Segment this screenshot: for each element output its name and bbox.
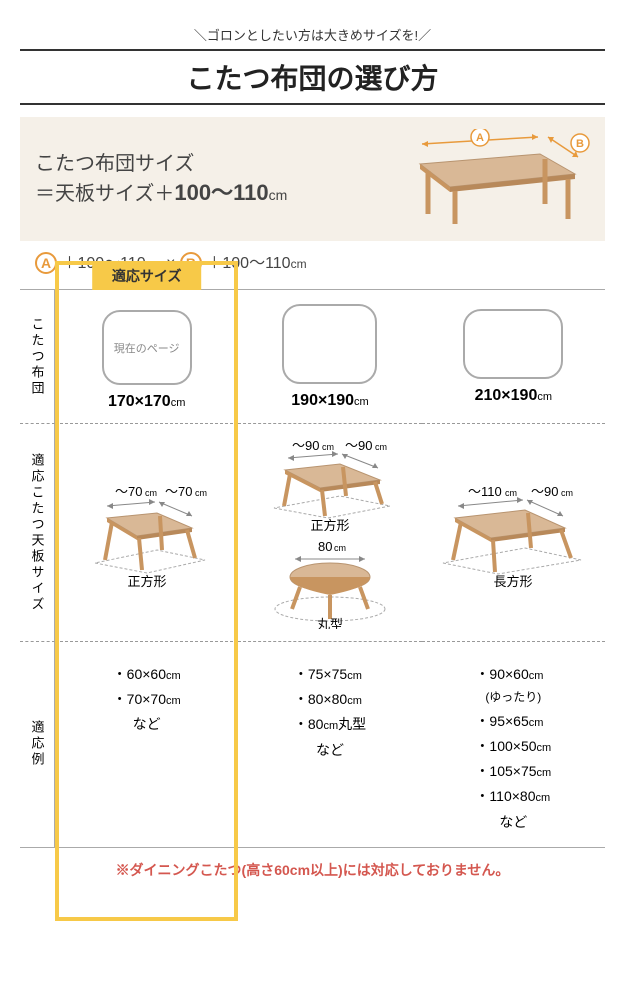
sub-plus2: ＋100～110 [206,255,290,272]
futon-cell-3: 210×190cm [422,290,605,424]
svg-text:A: A [476,132,484,144]
futon-shape-1: 現在のページ [102,310,192,385]
svg-text:丸型: 丸型 [317,617,343,629]
svg-text:cm: cm [375,442,387,452]
futon-shape-3 [463,309,563,379]
svg-text:正方形: 正方形 [127,574,166,588]
tenban-diagram-2a: ～90cm ～90cm 正方形 [260,436,400,531]
footer-note: ※ダイニングこたつ(高さ60cm以上)には対応しておりません。 [20,860,605,880]
futon-shape-2 [282,304,377,384]
svg-text:～70: ～70 [165,484,192,499]
tenban-cell-2: ～90cm ～90cm 正方形 80cm [238,424,421,642]
futon-size-1: 170×170cm [108,393,185,411]
size-grid: こたつ布団 適応サイズ 現在のページ 170×170cm 190×190cm 2… [20,289,605,848]
formula-box: こたつ布団サイズ ＝天板サイズ＋100～110cm A B [20,117,605,241]
svg-text:B: B [576,138,584,150]
tenban-cell-3: ～110cm ～90cm 長方形 [422,424,605,642]
svg-text:cm: cm [334,543,346,553]
formula-b: ＝天板サイズ＋ [35,183,174,205]
example-list-2: ・75×75cm ・80×80cm ・80cm丸型 など [294,662,366,763]
row-header-tenban: 適応こたつ天板サイズ [20,424,55,642]
example-cell-3: ・90×60cm (ゆったり) ・95×65cm ・100×50cm ・105×… [422,642,605,848]
label-a: A [35,252,57,274]
example-cell-1: ・60×60cm ・70×70cm など [55,642,238,848]
svg-text:cm: cm [145,488,157,498]
futon-size-3: 210×190cm [475,387,552,405]
highlight-badge: 適応サイズ [92,262,202,290]
svg-text:長方形: 長方形 [494,574,533,588]
svg-text:cm: cm [505,488,517,498]
table-illustration: A B [390,129,590,229]
tenban-diagram-3: ～110cm ～90cm 長方形 [433,478,593,588]
sub-unit2: cm [291,257,307,271]
current-page-label: 現在のページ [114,340,180,356]
example-list-3: ・90×60cm (ゆったり) ・95×65cm ・100×50cm ・105×… [475,662,551,835]
svg-text:cm: cm [195,488,207,498]
formula-a: こたつ布団サイズ [35,153,194,175]
svg-text:正方形: 正方形 [310,518,349,531]
tenban-diagram-1: ～70cm ～70cm 正方形 [77,478,217,588]
row-header-examples: 適応例 [20,642,55,848]
tenban-diagram-2b: 80cm 丸型 [260,539,400,629]
svg-text:～90: ～90 [345,438,372,453]
svg-text:80: 80 [318,539,332,554]
futon-cell-1: 適応サイズ 現在のページ 170×170cm [55,290,238,424]
futon-cell-2: 190×190cm [238,290,421,424]
example-list-1: ・60×60cm ・70×70cm など [113,662,181,738]
svg-text:～70: ～70 [115,484,142,499]
row-header-futon: こたつ布団 [20,290,55,424]
svg-text:～110: ～110 [468,484,502,499]
formula-text: こたつ布団サイズ ＝天板サイズ＋100～110cm [35,150,375,209]
futon-size-2: 190×190cm [291,392,368,410]
svg-text:cm: cm [561,488,573,498]
svg-text:～90: ～90 [292,438,319,453]
tenban-cell-1: ～70cm ～70cm 正方形 [55,424,238,642]
tagline: ＼ゴロンとしたい方は大きめサイズを!／ [20,25,605,44]
formula-unit: cm [269,187,288,203]
formula-bold: 100～110 [174,180,268,205]
svg-text:～90: ～90 [531,484,558,499]
svg-text:cm: cm [322,442,334,452]
page-title: こたつ布団の選び方 [20,49,605,105]
example-cell-2: ・75×75cm ・80×80cm ・80cm丸型 など [238,642,421,848]
